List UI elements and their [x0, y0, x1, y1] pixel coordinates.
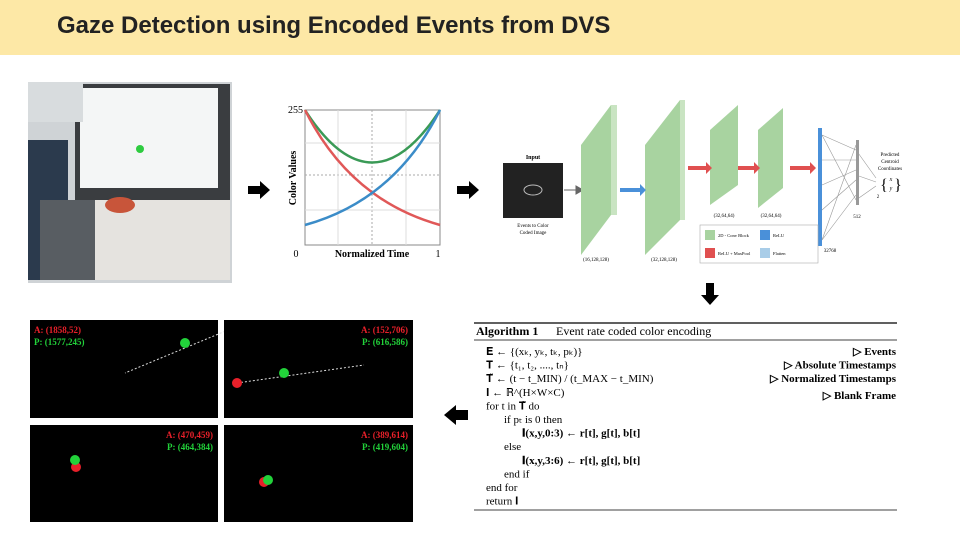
- layer-size: 2: [877, 195, 880, 200]
- layer-size: (32,128,128): [651, 258, 677, 263]
- layer-size: (16,128,128): [583, 258, 609, 263]
- algorithm-comment: ▷ Events: [852, 346, 897, 358]
- output-brace: {: [880, 177, 888, 194]
- output-label: Centroid: [881, 160, 899, 165]
- algorithm-comment: ▷ Absolute Timestamps: [783, 360, 897, 372]
- predicted-label: P: (419,604): [362, 442, 408, 452]
- result-panel: [224, 320, 413, 418]
- algorithm-caption: Event rate coded color encoding: [556, 324, 711, 338]
- actual-label: A: (1858,52): [34, 325, 81, 335]
- output-brace: }: [894, 177, 902, 194]
- encoding-plot: [303, 109, 442, 246]
- layer-size: (32,64,64): [714, 214, 735, 219]
- algorithm-line: 𝐈(x,y,0:3) ← r[t], g[t], b[t]: [522, 428, 640, 440]
- algorithm-line: end if: [504, 468, 530, 480]
- output-label: Coordinates: [878, 167, 902, 172]
- legend-label: ReLU: [773, 233, 785, 238]
- result-panel: [224, 425, 413, 522]
- predicted-point: [70, 455, 80, 465]
- predicted-label: P: (616,586): [362, 337, 408, 347]
- results: A: (1858,52) P: (1577,245) A: (152,706) P: …: [30, 320, 413, 522]
- algorithm-line: if pₜ is 0 then: [504, 414, 563, 426]
- input-caption: Coded Image: [520, 231, 548, 236]
- x-min-label: 0: [294, 249, 299, 260]
- algorithm-comment: ▷ Normalized Timestamps: [769, 373, 897, 385]
- title: Gaze Detection using Encoded Events from…: [57, 12, 610, 39]
- predicted-label: P: (464,384): [167, 442, 213, 452]
- predicted-point: [279, 368, 289, 378]
- legend-label: Flatten: [773, 251, 786, 256]
- algorithm-line: 𝐈 ← ℝ^(H×W×C): [486, 387, 565, 399]
- layer-size: (32,64,64): [761, 214, 782, 219]
- arrow: [457, 181, 479, 199]
- algorithm-line: end for: [486, 482, 518, 494]
- algorithm: Algorithm 1 Event rate coded color encod…: [474, 322, 897, 511]
- x-max-label: 1: [436, 249, 441, 260]
- algorithm-line: 𝐈(x,y,3:6) ← r[t], g[t], b[t]: [522, 455, 640, 467]
- actual-label: A: (152,706): [361, 325, 408, 335]
- legend-label: 2D - Conv Block: [718, 233, 750, 238]
- actual-label: A: (389,614): [361, 430, 408, 440]
- gaze-trail: [124, 324, 241, 374]
- predicted-point: [180, 338, 190, 348]
- algorithm-line: 𝐓̃ ← (t − t_MIN) / (t_MAX − t_MIN): [486, 373, 654, 385]
- result-panel: [30, 320, 218, 418]
- actual-point: [232, 378, 242, 388]
- legend-label: ReLU + MaxPool: [718, 251, 751, 256]
- output-var: x: [889, 177, 893, 183]
- arrow: [701, 283, 719, 305]
- algorithm-comment: ▷ Blank Frame: [822, 390, 896, 402]
- algorithm-line: 𝐓 ← {t₁, t₂, ...., tₙ}: [486, 360, 569, 372]
- y-axis-label: Color Values: [288, 151, 299, 206]
- actual-label: A: (470,459): [166, 430, 213, 440]
- x-axis-label: Normalized Time: [335, 249, 410, 260]
- header-band: [0, 0, 960, 55]
- y-max-label: 255: [288, 105, 303, 116]
- gaze-trail: [236, 364, 365, 384]
- photo: [28, 82, 232, 283]
- result-panel: [30, 425, 218, 522]
- input-title: Input: [526, 155, 540, 161]
- algorithm-line: return 𝐈: [486, 496, 518, 508]
- algorithm-line: 𝐄 ← {(xₖ, yₖ, tₖ, pₖ)}: [486, 346, 583, 358]
- predicted-label: P: (1577,245): [34, 337, 85, 347]
- predicted-point: [263, 475, 273, 485]
- arrow: [248, 181, 270, 199]
- network-diagram: [503, 100, 877, 264]
- output-label: Predicted: [881, 153, 900, 158]
- input-caption: Events to Color: [517, 224, 549, 229]
- arrow: [444, 405, 468, 425]
- layer-size: 32768: [824, 249, 837, 254]
- algorithm-title: Algorithm 1: [476, 324, 538, 338]
- layer-size: 512: [853, 215, 861, 220]
- output-var: y: [889, 186, 893, 192]
- algorithm-line: for t in 𝐓̃ do: [486, 400, 540, 412]
- algorithm-line: else: [504, 441, 521, 453]
